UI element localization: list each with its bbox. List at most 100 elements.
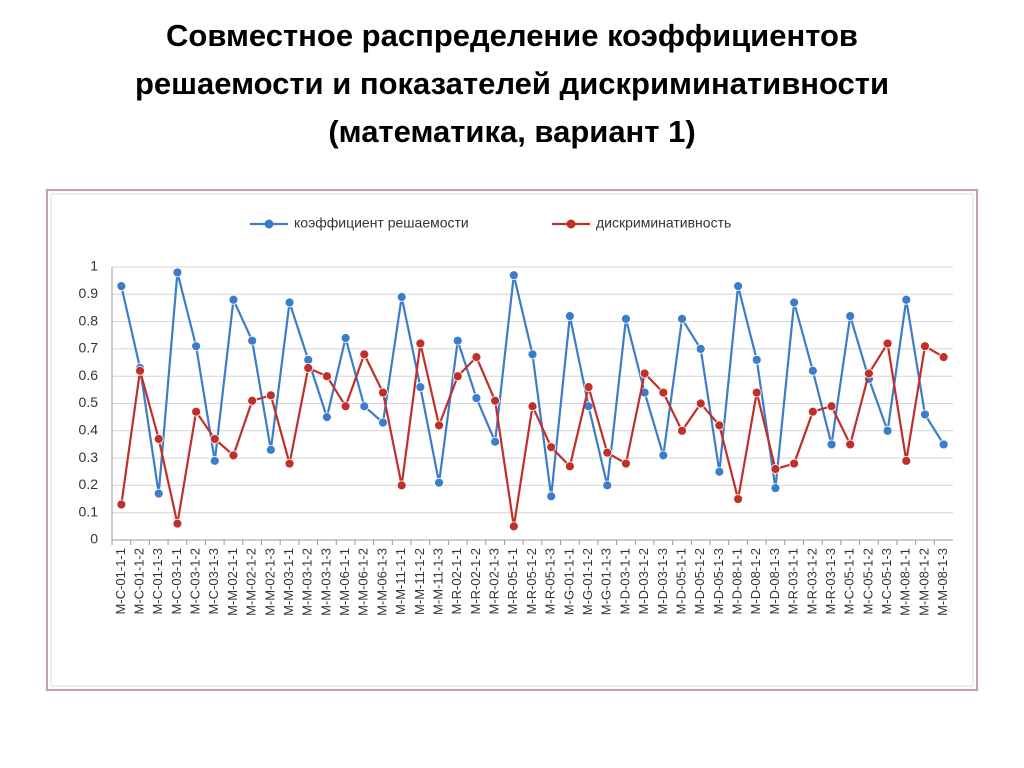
x-tick-label: M-C-05-1-2 bbox=[860, 548, 875, 614]
marker bbox=[247, 395, 258, 406]
marker bbox=[733, 281, 743, 292]
marker bbox=[658, 387, 669, 398]
marker bbox=[415, 338, 426, 349]
marker bbox=[789, 297, 800, 308]
marker bbox=[882, 338, 893, 349]
x-tick-label: M-M-03-1-3 bbox=[318, 548, 333, 616]
marker bbox=[695, 398, 706, 409]
y-tick-label: 0.1 bbox=[79, 503, 99, 519]
x-tick-label: M-D-05-1-3 bbox=[711, 548, 726, 614]
marker bbox=[789, 458, 800, 469]
marker bbox=[396, 480, 407, 491]
marker bbox=[490, 395, 501, 406]
marker bbox=[639, 368, 650, 379]
marker bbox=[153, 488, 164, 499]
y-tick-label: 0 bbox=[90, 531, 98, 547]
marker bbox=[378, 417, 388, 428]
marker bbox=[864, 368, 874, 379]
x-tick-label: M-M-06-1-3 bbox=[374, 548, 389, 616]
x-tick-label: M-D-03-1-3 bbox=[655, 548, 670, 614]
marker bbox=[191, 341, 202, 352]
marker bbox=[359, 401, 370, 412]
x-tick-label: M-D-08-1-1 bbox=[730, 548, 745, 614]
x-tick-label: M-M-08-1-3 bbox=[935, 548, 950, 616]
x-tick-label: M-G-01-1-1 bbox=[561, 548, 576, 615]
marker bbox=[583, 382, 594, 393]
marker bbox=[826, 439, 837, 450]
x-tick-label: M-M-06-1-2 bbox=[356, 548, 371, 616]
marker bbox=[303, 354, 314, 365]
legend-marker bbox=[264, 219, 274, 229]
marker bbox=[265, 390, 276, 401]
marker bbox=[471, 393, 482, 403]
x-tick-label: M-R-02-1-1 bbox=[449, 548, 464, 614]
marker bbox=[751, 387, 762, 398]
marker bbox=[284, 297, 295, 308]
y-tick-label: 0.8 bbox=[79, 312, 99, 328]
marker bbox=[322, 371, 332, 382]
marker bbox=[882, 425, 893, 436]
marker bbox=[378, 387, 388, 398]
x-tick-label: M-M-06-1-1 bbox=[337, 548, 352, 616]
marker bbox=[733, 494, 743, 504]
marker bbox=[508, 521, 519, 532]
marker bbox=[621, 313, 631, 324]
marker bbox=[340, 333, 351, 343]
marker bbox=[677, 425, 687, 436]
legend-label: коэффициент решаемости bbox=[294, 215, 469, 231]
marker bbox=[564, 311, 575, 322]
marker bbox=[920, 341, 930, 352]
marker bbox=[714, 466, 725, 477]
marker bbox=[340, 401, 351, 412]
x-tick-label: M-C-01-1-2 bbox=[131, 548, 146, 614]
marker bbox=[490, 436, 501, 447]
chart-title: решаемости и показателей дискриминативно… bbox=[135, 66, 889, 101]
y-tick-label: 1 bbox=[90, 258, 98, 274]
marker bbox=[452, 335, 463, 346]
y-tick-label: 0.9 bbox=[79, 285, 99, 301]
chart-title: Совместное распределение коэффициентов bbox=[166, 18, 858, 53]
x-tick-label: M-D-05-1-2 bbox=[692, 548, 707, 614]
marker bbox=[714, 420, 725, 431]
marker bbox=[807, 365, 818, 376]
x-tick-label: M-R-02-1-2 bbox=[468, 548, 483, 614]
marker bbox=[284, 458, 295, 469]
marker bbox=[807, 406, 818, 417]
x-tick-label: M-C-05-1-3 bbox=[879, 548, 894, 614]
y-tick-label: 0.6 bbox=[79, 367, 99, 383]
marker bbox=[434, 477, 444, 488]
x-tick-label: M-R-03-1-2 bbox=[804, 548, 819, 614]
marker bbox=[901, 294, 912, 305]
marker bbox=[116, 499, 127, 510]
x-tick-label: M-C-03-1-1 bbox=[169, 548, 184, 614]
x-tick-label: M-D-08-1-3 bbox=[767, 548, 782, 614]
marker bbox=[153, 434, 164, 444]
x-tick-label: M-C-01-1-1 bbox=[113, 548, 128, 614]
marker bbox=[209, 434, 220, 444]
x-tick-label: M-M-11-1-3 bbox=[430, 548, 445, 615]
marker bbox=[527, 349, 538, 360]
marker bbox=[396, 292, 407, 302]
marker bbox=[658, 450, 669, 461]
x-tick-label: M-R-05-1-1 bbox=[505, 548, 520, 614]
marker bbox=[621, 458, 631, 469]
x-tick-label: M-R-05-1-3 bbox=[543, 548, 558, 614]
marker bbox=[770, 483, 781, 494]
x-tick-label: M-M-11-1-1 bbox=[393, 548, 408, 615]
chart-inner-frame bbox=[50, 193, 974, 687]
marker bbox=[845, 311, 856, 322]
x-tick-label: M-D-05-1-1 bbox=[673, 548, 688, 614]
marker bbox=[322, 412, 332, 423]
marker bbox=[938, 352, 949, 362]
y-tick-label: 0.5 bbox=[79, 394, 99, 410]
marker bbox=[695, 343, 706, 354]
x-tick-label: M-R-03-1-1 bbox=[786, 548, 801, 614]
x-tick-label: M-R-05-1-2 bbox=[524, 548, 539, 614]
x-tick-label: M-G-01-1-3 bbox=[599, 548, 614, 615]
marker bbox=[247, 335, 258, 346]
x-tick-label: M-C-03-1-3 bbox=[206, 548, 221, 614]
marker bbox=[303, 363, 314, 373]
y-tick-label: 0.3 bbox=[79, 449, 99, 465]
marker bbox=[359, 349, 370, 360]
marker bbox=[508, 270, 519, 281]
